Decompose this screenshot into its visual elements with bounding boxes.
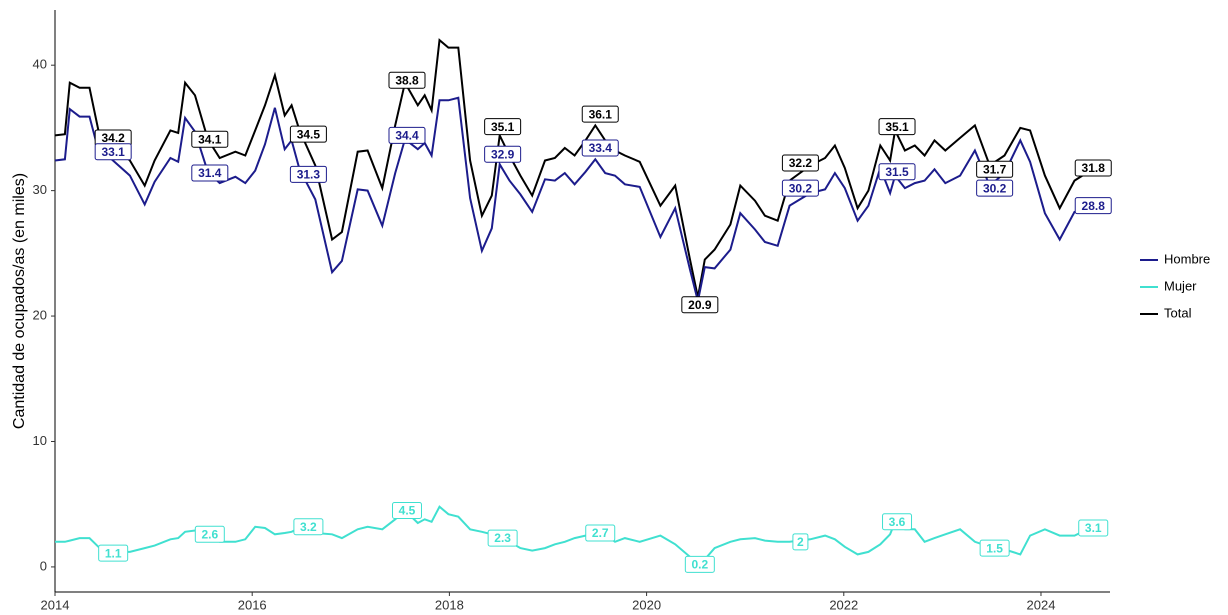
data-label-box bbox=[781, 154, 819, 172]
y-tick-label: 10 bbox=[33, 433, 47, 448]
data-label: 32.9 bbox=[491, 147, 515, 161]
data-label-box bbox=[781, 179, 819, 197]
data-label: 31.7 bbox=[983, 162, 1007, 176]
x-tick-label: 2024 bbox=[1027, 597, 1056, 612]
data-label-box bbox=[289, 125, 327, 143]
data-label-box bbox=[484, 145, 522, 163]
data-label: 3.1 bbox=[1085, 521, 1102, 535]
data-label: 34.4 bbox=[395, 129, 419, 143]
data-label-box bbox=[98, 544, 129, 562]
x-tick-label: 2018 bbox=[435, 597, 464, 612]
data-label-box bbox=[882, 513, 913, 531]
data-label: 2.6 bbox=[201, 527, 218, 541]
data-label-box bbox=[289, 165, 327, 183]
data-label-box bbox=[94, 143, 132, 161]
data-label-box bbox=[581, 139, 619, 157]
data-label-box bbox=[388, 126, 426, 144]
data-label-box bbox=[484, 118, 522, 136]
data-label: 28.8 bbox=[1082, 199, 1106, 213]
data-label: 32.2 bbox=[789, 156, 813, 170]
data-label: 34.5 bbox=[297, 127, 321, 141]
data-label: 38.8 bbox=[395, 73, 419, 87]
data-label-box bbox=[979, 539, 1010, 557]
data-label: 4.5 bbox=[399, 504, 416, 518]
data-label-box bbox=[681, 296, 719, 314]
x-tick-label: 2020 bbox=[632, 597, 661, 612]
data-label: 3.2 bbox=[300, 520, 317, 534]
x-tick-label: 2022 bbox=[829, 597, 858, 612]
y-axis-label: Cantidad de ocupados/as (en miles) bbox=[11, 173, 28, 429]
data-label-box bbox=[391, 501, 422, 519]
data-label: 35.1 bbox=[491, 120, 515, 134]
data-label: 31.4 bbox=[198, 166, 222, 180]
legend-label: Mujer bbox=[1164, 278, 1197, 293]
data-label-box bbox=[1074, 197, 1112, 215]
data-label: 30.2 bbox=[983, 181, 1007, 195]
y-tick-label: 20 bbox=[33, 307, 47, 322]
data-label: 0.2 bbox=[691, 558, 708, 572]
data-label: 2 bbox=[797, 535, 804, 549]
data-label: 35.1 bbox=[885, 120, 909, 134]
data-label: 33.1 bbox=[101, 145, 125, 159]
data-label: 1.5 bbox=[986, 541, 1003, 555]
data-label-box bbox=[878, 163, 916, 181]
data-label: 3.6 bbox=[889, 515, 906, 529]
data-label: 2.7 bbox=[592, 526, 609, 540]
data-label-box bbox=[487, 529, 518, 547]
data-label-box bbox=[976, 179, 1014, 197]
data-label-box bbox=[684, 555, 715, 573]
legend-label: Total bbox=[1164, 305, 1192, 320]
data-label-box bbox=[878, 118, 916, 136]
x-tick-label: 2014 bbox=[41, 597, 70, 612]
data-label-box bbox=[191, 130, 229, 148]
data-label: 1.1 bbox=[105, 546, 122, 560]
series-line bbox=[54, 96, 1091, 302]
data-label-box bbox=[191, 164, 229, 182]
y-tick-label: 40 bbox=[33, 57, 47, 72]
x-tick-label: 2016 bbox=[238, 597, 267, 612]
data-label: 2.3 bbox=[494, 531, 511, 545]
data-label: 36.1 bbox=[589, 107, 613, 121]
y-tick-label: 0 bbox=[40, 558, 47, 573]
data-label-box bbox=[293, 518, 324, 536]
data-label-box bbox=[792, 533, 809, 551]
data-label-box bbox=[388, 71, 426, 89]
data-label: 33.4 bbox=[589, 141, 613, 155]
data-label-box bbox=[194, 525, 225, 543]
legend-label: Hombre bbox=[1164, 251, 1210, 266]
data-label-box bbox=[581, 105, 619, 123]
data-label: 30.2 bbox=[789, 181, 813, 195]
data-label-box bbox=[1078, 519, 1109, 537]
data-label: 31.8 bbox=[1082, 161, 1106, 175]
data-label-box bbox=[1074, 159, 1112, 177]
data-label-box bbox=[585, 524, 616, 542]
data-label: 34.1 bbox=[198, 132, 222, 146]
data-label: 31.5 bbox=[885, 165, 909, 179]
data-label: 20.9 bbox=[688, 298, 712, 312]
data-label: 31.3 bbox=[297, 167, 321, 181]
data-label: 34.2 bbox=[101, 131, 125, 145]
y-tick-label: 30 bbox=[33, 182, 47, 197]
data-label-box bbox=[976, 160, 1014, 178]
